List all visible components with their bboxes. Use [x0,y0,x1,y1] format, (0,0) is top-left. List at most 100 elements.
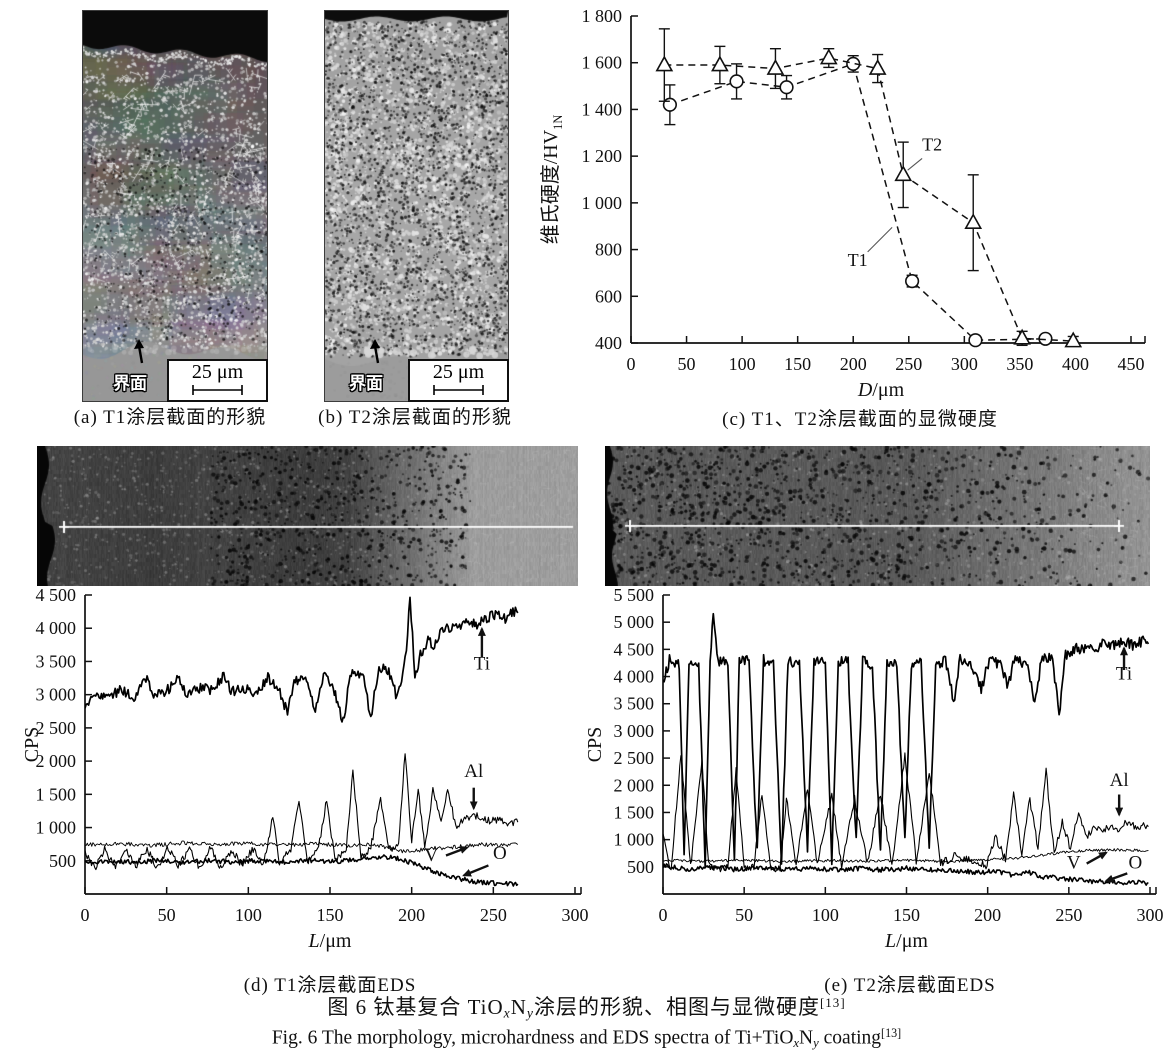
caption-en-prefix: Fig. 6 The morphology, microhardness and… [271,1027,794,1049]
svg-text:O: O [1129,852,1143,873]
svg-text:4 500: 4 500 [614,639,655,659]
caption-en-suffix: coating [818,1027,882,1049]
svg-text:500: 500 [49,851,76,871]
svg-text:400: 400 [1062,354,1089,374]
eds-chart-t2: 0 50 100 150 200 250 300 500 1 000 1 500 2 000 2 50… [585,585,1164,952]
sem-image-t1-cross-section [83,11,267,401]
svg-text:200: 200 [398,905,425,925]
svg-text:200: 200 [840,354,867,374]
svg-text:L/μm: L/μm [308,930,352,952]
hardness-chart: 0 50 100 150 200 250 300 350 400 450 400 600 800 1 00… [540,6,1146,400]
svg-text:150: 150 [893,905,920,925]
svg-text:1 000: 1 000 [582,193,623,213]
figure-caption-en: Fig. 6 The morphology, microhardness and… [0,1026,1173,1051]
figure-caption-zh: 图 6 钛基复合 TiOxNy涂层的形貌、相图与显微硬度[13] [0,991,1173,1021]
caption-zh-sub-x: x [503,1005,511,1021]
scale-bar-line [192,385,243,395]
panel-caption-d: (d) T1涂层截面EDS [243,975,417,996]
svg-text:T1: T1 [848,250,868,270]
svg-text:1 000: 1 000 [36,818,77,838]
scale-bar-line [433,385,484,395]
svg-text:250: 250 [895,354,922,374]
svg-text:V: V [424,845,438,866]
svg-text:200: 200 [974,905,1001,925]
svg-text:O: O [493,843,507,864]
sem-panel-t2-cross-section: 界面 25 μm [324,10,509,402]
svg-text:100: 100 [812,905,839,925]
svg-text:CPS: CPS [21,727,43,763]
svg-text:1 200: 1 200 [582,146,623,166]
interface-label: 界面 [113,374,147,393]
line-scan-canvas-t1 [37,446,578,586]
svg-text:150: 150 [784,354,811,374]
svg-text:CPS: CPS [585,727,606,763]
svg-text:1 500: 1 500 [36,784,77,804]
svg-text:2 000: 2 000 [36,751,77,771]
scale-bar: 25 μm [167,359,268,402]
svg-text:1 400: 1 400 [582,99,623,119]
svg-text:Ti: Ti [1116,663,1132,684]
svg-text:100: 100 [729,354,756,374]
svg-text:Al: Al [464,761,483,782]
caption-en-sub-y: y [813,1035,819,1050]
svg-text:1 800: 1 800 [582,6,623,26]
svg-text:350: 350 [1006,354,1033,374]
svg-text:Al: Al [1110,770,1129,791]
svg-text:维氏硬度/HV1N: 维氏硬度/HV1N [540,115,565,245]
svg-text:2 500: 2 500 [614,748,655,768]
svg-text:3 000: 3 000 [36,685,77,705]
caption-zh-reference: [13] [819,994,846,1010]
svg-text:1 600: 1 600 [582,53,623,73]
svg-text:50: 50 [678,354,696,374]
svg-text:450: 450 [1118,354,1145,374]
svg-text:Ti: Ti [474,653,490,674]
svg-text:L/μm: L/μm [884,930,928,952]
interface-label: 界面 [349,374,383,393]
svg-text:4 000: 4 000 [614,667,655,687]
svg-text:250: 250 [480,905,507,925]
caption-zh-sub-y: y [526,1005,534,1021]
panel-caption-c: (c) T1、T2涂层截面的显微硬度 [722,409,998,430]
svg-text:800: 800 [595,240,622,260]
line-scan-canvas-t2 [605,446,1150,586]
eds-chart-t1: 0 50 100 150 200 250 300 500 1 000 1 500 2 000 2 50… [21,585,589,952]
svg-text:3 000: 3 000 [614,721,655,741]
svg-text:D/μm: D/μm [857,379,905,400]
svg-text:150: 150 [317,905,344,925]
svg-text:300: 300 [1137,905,1164,925]
svg-text:500: 500 [627,857,654,877]
svg-text:2 000: 2 000 [614,775,655,795]
svg-text:3 500: 3 500 [36,651,77,671]
sem-image-t2-cross-section [325,11,508,401]
svg-text:5 500: 5 500 [614,585,655,605]
svg-text:250: 250 [1055,905,1082,925]
interface-arrow-icon [370,339,380,364]
caption-zh-suffix: 涂层的形貌、相图与显微硬度 [533,995,820,1019]
scale-bar: 25 μm [408,359,509,402]
scale-bar-label: 25 μm [191,361,244,383]
svg-text:300: 300 [951,354,978,374]
caption-zh-mid: N [510,995,527,1019]
caption-en-mid: N [799,1027,814,1049]
svg-text:T2: T2 [922,134,942,154]
svg-text:100: 100 [235,905,262,925]
svg-text:4 500: 4 500 [36,585,77,605]
panel-caption-a: (a) T1涂层截面的形貌 [73,407,267,428]
caption-en-reference: [13] [881,1026,902,1040]
panel-caption-b: (b) T2涂层截面的形貌 [318,407,512,428]
svg-text:0: 0 [659,905,668,925]
caption-zh-prefix: 图 6 钛基复合 TiO [327,995,504,1019]
svg-text:2 500: 2 500 [36,718,77,738]
panel-caption-e: (e) T2涂层截面EDS [824,975,996,996]
svg-text:50: 50 [735,905,753,925]
svg-text:V: V [1067,852,1081,873]
svg-text:300: 300 [562,905,589,925]
svg-text:50: 50 [158,905,176,925]
svg-text:400: 400 [595,333,622,353]
svg-text:0: 0 [627,354,636,374]
line-scan-image-t2 [605,446,1150,586]
svg-text:5 000: 5 000 [614,612,655,632]
svg-text:4 000: 4 000 [36,618,77,638]
caption-en-sub-x: x [793,1035,800,1050]
sem-panel-t1-cross-section: 界面 25 μm [82,10,268,402]
